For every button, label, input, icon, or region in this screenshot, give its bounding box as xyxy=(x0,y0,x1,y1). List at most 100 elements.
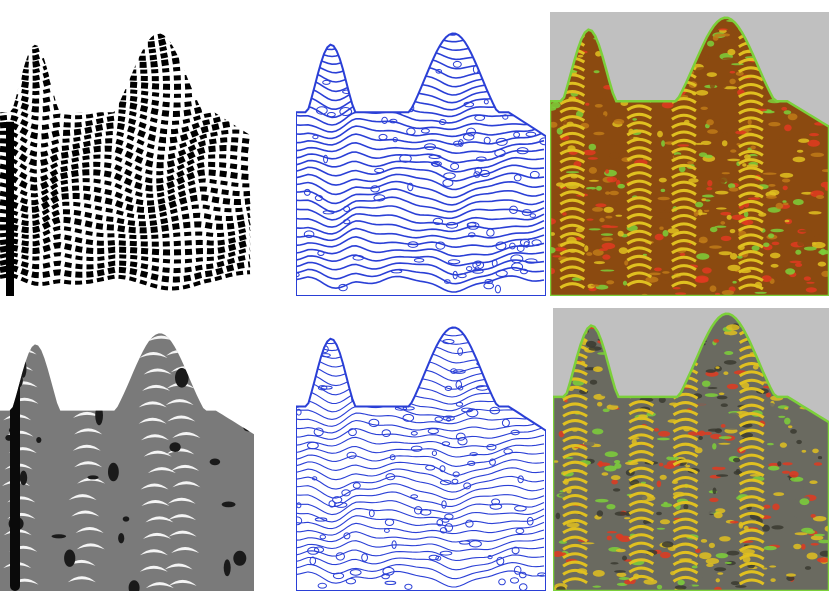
heat-blob xyxy=(709,81,715,89)
contour-loop xyxy=(517,475,524,484)
contour-loop xyxy=(445,221,459,229)
heat-blob xyxy=(770,228,784,233)
arc-band xyxy=(626,129,653,137)
contour-loop xyxy=(487,555,493,560)
heat-blob xyxy=(794,532,808,536)
heat-blob xyxy=(583,441,595,447)
heat-blob xyxy=(616,572,627,577)
contour-loop xyxy=(442,415,455,421)
bright-crescent xyxy=(76,543,105,550)
heat-blob xyxy=(772,503,780,511)
contour-loop xyxy=(320,385,333,390)
contour-loop xyxy=(513,174,522,182)
contour-line xyxy=(296,521,545,536)
contour-loop xyxy=(452,60,462,68)
heat-blob xyxy=(749,474,762,477)
heat-blob xyxy=(763,545,777,551)
heat-blob xyxy=(702,267,712,274)
bright-crescent xyxy=(71,510,100,517)
contour-loop xyxy=(463,101,475,108)
heat-blob xyxy=(721,140,728,147)
arc-band xyxy=(628,458,655,466)
heat-blob xyxy=(721,132,728,135)
contour-loop xyxy=(484,279,494,284)
contour-loop xyxy=(473,171,481,178)
stripe xyxy=(0,261,251,283)
heat-blob xyxy=(720,221,726,225)
arc-band xyxy=(559,98,586,106)
heat-blob xyxy=(677,579,685,586)
contour-loop xyxy=(451,478,459,485)
heat-blob xyxy=(726,550,740,556)
heat-blob xyxy=(816,195,825,199)
heat-blob xyxy=(727,48,736,56)
contour-loop xyxy=(381,116,388,125)
arc-band xyxy=(672,475,699,483)
heat-blob xyxy=(710,222,719,227)
heat-blob xyxy=(763,572,772,576)
heat-blob xyxy=(619,113,629,117)
heat-blob xyxy=(566,288,578,292)
arc-band xyxy=(738,453,765,461)
arc-band xyxy=(672,459,699,467)
arc-band xyxy=(562,419,588,426)
contour-loop xyxy=(378,133,388,141)
arc-band xyxy=(671,163,697,171)
contour-loop xyxy=(317,250,325,256)
heat-blob xyxy=(727,158,741,162)
heat-blob xyxy=(598,248,608,252)
stripe xyxy=(0,247,251,264)
heat-blob xyxy=(595,498,609,503)
heat-blob xyxy=(585,340,597,348)
heat-blob xyxy=(660,551,671,559)
arc-band xyxy=(738,370,765,378)
arc-band xyxy=(738,174,764,182)
heat-blob xyxy=(592,585,602,588)
heat-blob xyxy=(704,393,718,397)
heat-blob xyxy=(784,448,790,453)
heat-blob xyxy=(674,585,687,590)
gray-smooth-svg xyxy=(0,328,254,591)
arc-band xyxy=(628,524,655,532)
heat-blob xyxy=(614,570,626,573)
heat-blob xyxy=(662,230,669,237)
bright-crescent xyxy=(143,368,172,375)
contour-loop xyxy=(327,112,336,118)
arc-band xyxy=(559,181,586,189)
arc-band xyxy=(738,133,764,140)
dark-blob xyxy=(175,368,189,388)
heat-blob xyxy=(688,178,699,183)
contour-loop xyxy=(414,506,423,515)
contour-loop xyxy=(410,494,419,499)
heat-blob xyxy=(637,494,648,501)
heat-blob xyxy=(679,252,686,257)
contour-loop xyxy=(466,127,477,137)
heat-blob xyxy=(553,551,564,557)
arc-band xyxy=(562,469,588,476)
heat-blob xyxy=(727,264,741,272)
heat-blob xyxy=(556,534,566,540)
heat-blob xyxy=(813,516,827,522)
contour-line xyxy=(296,459,545,477)
blue-contours-top-svg xyxy=(296,28,546,296)
heat-blob xyxy=(813,533,825,537)
heat-blob xyxy=(782,462,793,466)
dark-column xyxy=(6,121,14,296)
heat-blob xyxy=(705,558,720,565)
contour-loop xyxy=(483,282,494,290)
heat-blob xyxy=(595,203,607,208)
contour-line xyxy=(296,537,545,552)
contour-line xyxy=(296,546,545,562)
heat-blob xyxy=(770,578,776,582)
stripe xyxy=(0,270,251,291)
heat-blob xyxy=(566,522,580,528)
contour-loop xyxy=(443,172,456,180)
heat-blob xyxy=(741,432,753,438)
arc-band xyxy=(628,541,655,549)
heat-blob xyxy=(773,492,785,496)
contour-loop xyxy=(427,428,439,435)
heat-blob xyxy=(659,519,671,525)
contour-loop xyxy=(382,566,395,576)
bright-crescent xyxy=(147,467,176,474)
contour-loop xyxy=(296,516,303,526)
